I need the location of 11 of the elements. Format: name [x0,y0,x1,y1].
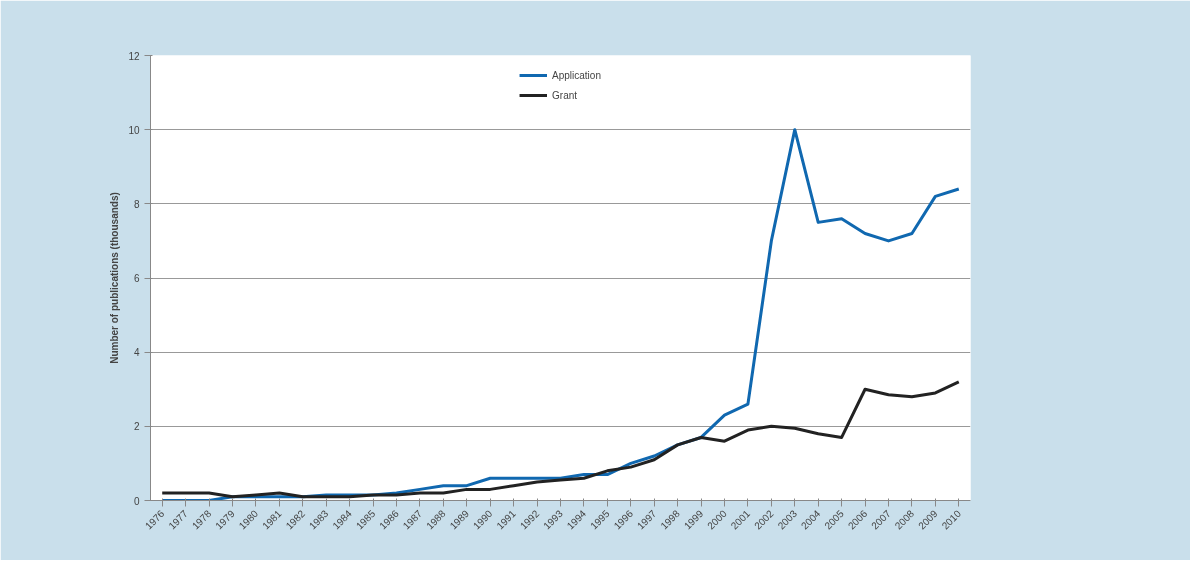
y-axis-title: Number of publications (thousands) [109,192,121,364]
legend-label: Application [552,69,601,81]
y-tick-label: 6 [133,273,140,284]
line-series [160,380,961,499]
legend-label: Grant [552,89,578,101]
y-tick-label: 12 [128,50,140,62]
y-tick-label: 4 [133,347,140,359]
y-tick-label: 0 [133,495,140,507]
y-tick-label: 10 [128,124,140,136]
y-tick-label: 2 [133,421,140,433]
y-tick-label: 8 [133,198,140,210]
